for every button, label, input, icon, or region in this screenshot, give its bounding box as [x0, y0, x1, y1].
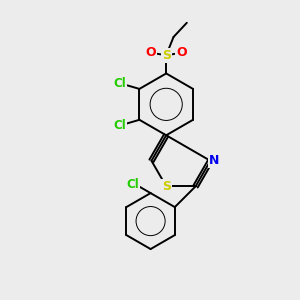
Text: O: O	[176, 46, 187, 59]
Text: N: N	[209, 154, 219, 167]
Text: Cl: Cl	[113, 77, 126, 90]
Text: S: S	[162, 49, 171, 62]
Text: Cl: Cl	[127, 178, 139, 191]
Text: Cl: Cl	[113, 118, 126, 132]
Text: S: S	[162, 180, 171, 193]
Text: O: O	[146, 46, 156, 59]
